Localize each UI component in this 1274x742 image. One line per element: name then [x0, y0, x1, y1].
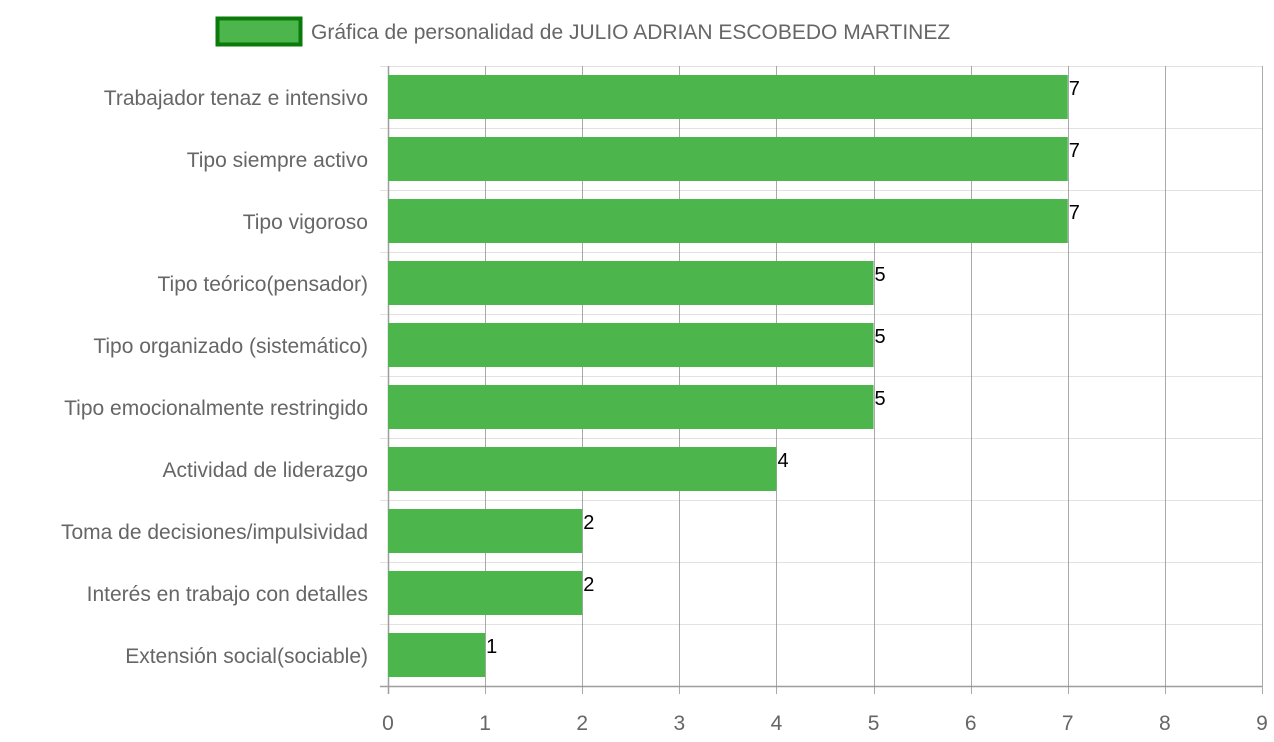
- category-label: Actividad de liderazgo: [163, 459, 368, 482]
- bar[interactable]: [388, 571, 583, 615]
- category-labels: Trabajador tenaz e intensivo Tipo siempre…: [61, 87, 368, 668]
- category-label: Extensión social(sociable): [125, 645, 368, 668]
- category-label: Tipo organizado (sistemático): [93, 335, 368, 358]
- category-label: Trabajador tenaz e intensivo: [104, 87, 368, 110]
- legend-swatch: [215, 16, 303, 47]
- bars: [388, 75, 1068, 677]
- x-tick-label: 4: [771, 712, 783, 735]
- data-label: 7: [1069, 140, 1080, 162]
- x-tick-label: 3: [673, 712, 685, 735]
- data-label: 2: [583, 512, 594, 534]
- legend[interactable]: Gráfica de personalidad de JULIO ADRIAN …: [215, 16, 951, 47]
- x-tick-label: 9: [1256, 712, 1268, 735]
- data-label: 4: [777, 450, 788, 472]
- x-tick-label: 0: [382, 712, 394, 735]
- x-tick-label: 7: [1062, 712, 1074, 735]
- data-label: 1: [486, 636, 497, 658]
- x-tick-label: 8: [1159, 712, 1171, 735]
- bar[interactable]: [388, 633, 486, 677]
- x-tick-label: 2: [576, 712, 588, 735]
- data-label: 5: [875, 388, 886, 410]
- x-axis-tick-labels: 0 1 2 3 4 5 6 7 8 9: [382, 712, 1268, 735]
- x-tick-label: 5: [868, 712, 880, 735]
- category-label: Tipo emocionalmente restringido: [64, 397, 368, 420]
- x-tick-label: 6: [965, 712, 977, 735]
- legend-label: Gráfica de personalidad de JULIO ADRIAN …: [311, 21, 950, 44]
- data-labels: 7 7 7 5 5 5 4 2 2 1: [486, 78, 1080, 658]
- data-label: 7: [1069, 78, 1080, 100]
- category-label: Interés en trabajo con detalles: [87, 583, 368, 606]
- bar[interactable]: [388, 261, 874, 305]
- category-label: Tipo siempre activo: [187, 149, 368, 172]
- bar[interactable]: [388, 447, 777, 491]
- data-label: 5: [875, 326, 886, 348]
- bar[interactable]: [388, 75, 1068, 119]
- bar[interactable]: [388, 199, 1068, 243]
- bar[interactable]: [388, 137, 1068, 181]
- x-tick-label: 1: [479, 712, 491, 735]
- bar[interactable]: [388, 509, 583, 553]
- data-label: 2: [583, 574, 594, 596]
- bar[interactable]: [388, 323, 874, 367]
- data-label: 7: [1069, 202, 1080, 224]
- bar[interactable]: [388, 385, 874, 429]
- category-label: Toma de decisiones/impulsividad: [61, 521, 368, 544]
- category-label: Tipo vigoroso: [243, 211, 368, 234]
- data-label: 5: [875, 264, 886, 286]
- category-label: Tipo teórico(pensador): [158, 273, 369, 296]
